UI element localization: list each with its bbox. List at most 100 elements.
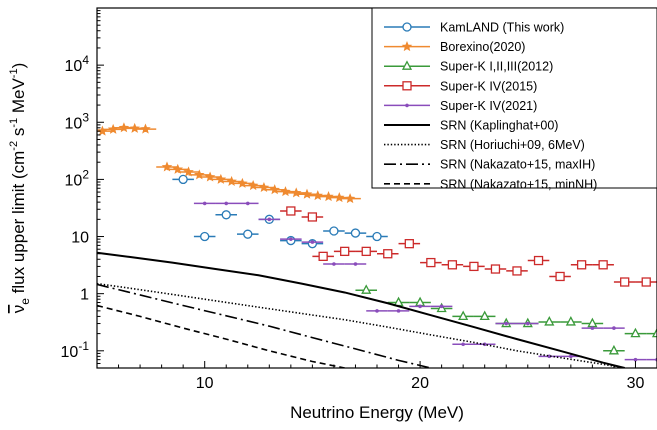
series-super-k-iv-2021 [193,201,657,362]
legend-item: SRN (Horiuchi+09, 6MeV) [384,138,585,152]
data-point [224,201,229,206]
data-point [310,240,315,244]
data-point [620,277,630,287]
data-point [332,262,336,266]
data-point [641,277,651,287]
series-line [97,251,625,368]
data-point [178,174,188,185]
legend-item: Super-K IV(2015) [384,79,537,93]
series-srn-kaplinghat-00 [97,251,625,368]
data-point [402,81,412,91]
data-point [344,193,356,204]
data-point [353,262,358,266]
series-srn-nakazato-15-minnh [97,304,345,368]
data-point [547,354,552,359]
legend-box [371,7,657,189]
data-point [202,201,207,206]
y-tick-label: 104 [65,53,90,75]
series-line [97,304,345,368]
data-point [525,321,530,326]
data-point [461,342,465,347]
legend-label: Super-K I,II,III(2012) [440,60,553,74]
data-point [340,246,350,257]
data-point [565,316,576,326]
data-point [630,327,641,338]
data-point [569,354,573,359]
data-point [286,206,296,216]
legend-label: Super-K IV(2021) [440,99,537,113]
legend-item: Borexino(2020) [384,40,525,54]
legend-item: SRN (Nakazato+15, minNH) [384,177,597,191]
data-point [439,304,444,309]
x-tick-label: 20 [411,375,429,392]
data-point [140,123,151,134]
data-point [200,231,210,242]
x-axis-label: Neutrino Energy (MeV) [290,403,464,422]
data-point [307,212,318,222]
data-point [383,249,393,259]
data-point [469,261,479,272]
data-point [318,251,328,261]
data-point [504,321,509,326]
legend-item: Super-K I,II,III(2012) [384,60,553,74]
legend-item: SRN (Nakazato+15, maxIH) [384,158,595,172]
y-tick-label: 10 [71,230,89,247]
data-point [267,217,272,222]
legend-label: Super-K IV(2015) [440,79,537,93]
legend-label: Borexino(2020) [440,40,525,54]
data-point [458,310,469,321]
data-point [372,231,382,242]
data-point [651,327,657,338]
data-point [183,166,194,177]
data-point [404,239,414,249]
y-axis-label: νe flux upper limit (cm-2 s-1 MeV-1) [8,63,32,314]
legend: KamLAND (This work) Borexino(2020) Super-K… [371,7,657,191]
y-tick-label: 102 [65,167,90,189]
data-point [350,228,361,238]
x-axis: 10 20 30 [118,361,657,392]
data-point [490,264,501,274]
legend-item: KamLAND (This work) [384,21,564,35]
legend-label: SRN (Horiuchi+09, 6MeV) [440,138,585,152]
data-point [418,304,422,309]
legend-item: Super-K IV(2021) [384,99,537,113]
y-tick-label: 1 [80,287,89,304]
data-point [221,210,231,220]
data-point [243,229,253,239]
data-point [129,122,140,133]
y-tick-label: 103 [65,110,90,132]
legend-label: KamLAND (This work) [440,21,564,35]
data-point [396,309,401,313]
x-tick-label: 30 [627,375,645,392]
x-tick-label: 10 [196,375,214,392]
series-super-k-i-ii-iii-2012 [355,284,657,355]
legend-label: SRN (Kaplinghat+00) [440,119,558,133]
data-point [329,226,339,236]
data-point [426,257,436,268]
data-point [402,22,412,32]
data-point [447,260,458,270]
data-point [245,201,250,206]
y-axis: 10-1 1 10 102 103 104 [61,10,104,369]
data-point [479,310,490,321]
series-super-k-iv-2015 [280,206,657,287]
data-point [401,41,413,52]
data-point [608,344,620,355]
data-point [598,260,608,270]
legend-label: SRN (Nakazato+15, minNH) [440,177,597,191]
plot-data-area [97,122,657,368]
series-kamland-this-work [172,174,388,249]
data-point [544,316,555,326]
data-point [576,260,587,270]
y-tick-label: 10-1 [61,339,90,361]
data-point [401,60,413,70]
series-line [97,283,432,368]
data-point [280,186,291,197]
series-srn-horiuchi-09-6mev [97,282,625,368]
data-point [361,284,372,294]
data-point [555,271,565,282]
legend-label: SRN (Nakazato+15, maxIH) [440,158,595,172]
legend-item: SRN (Kaplinghat+00) [384,119,558,133]
data-point [334,192,345,203]
